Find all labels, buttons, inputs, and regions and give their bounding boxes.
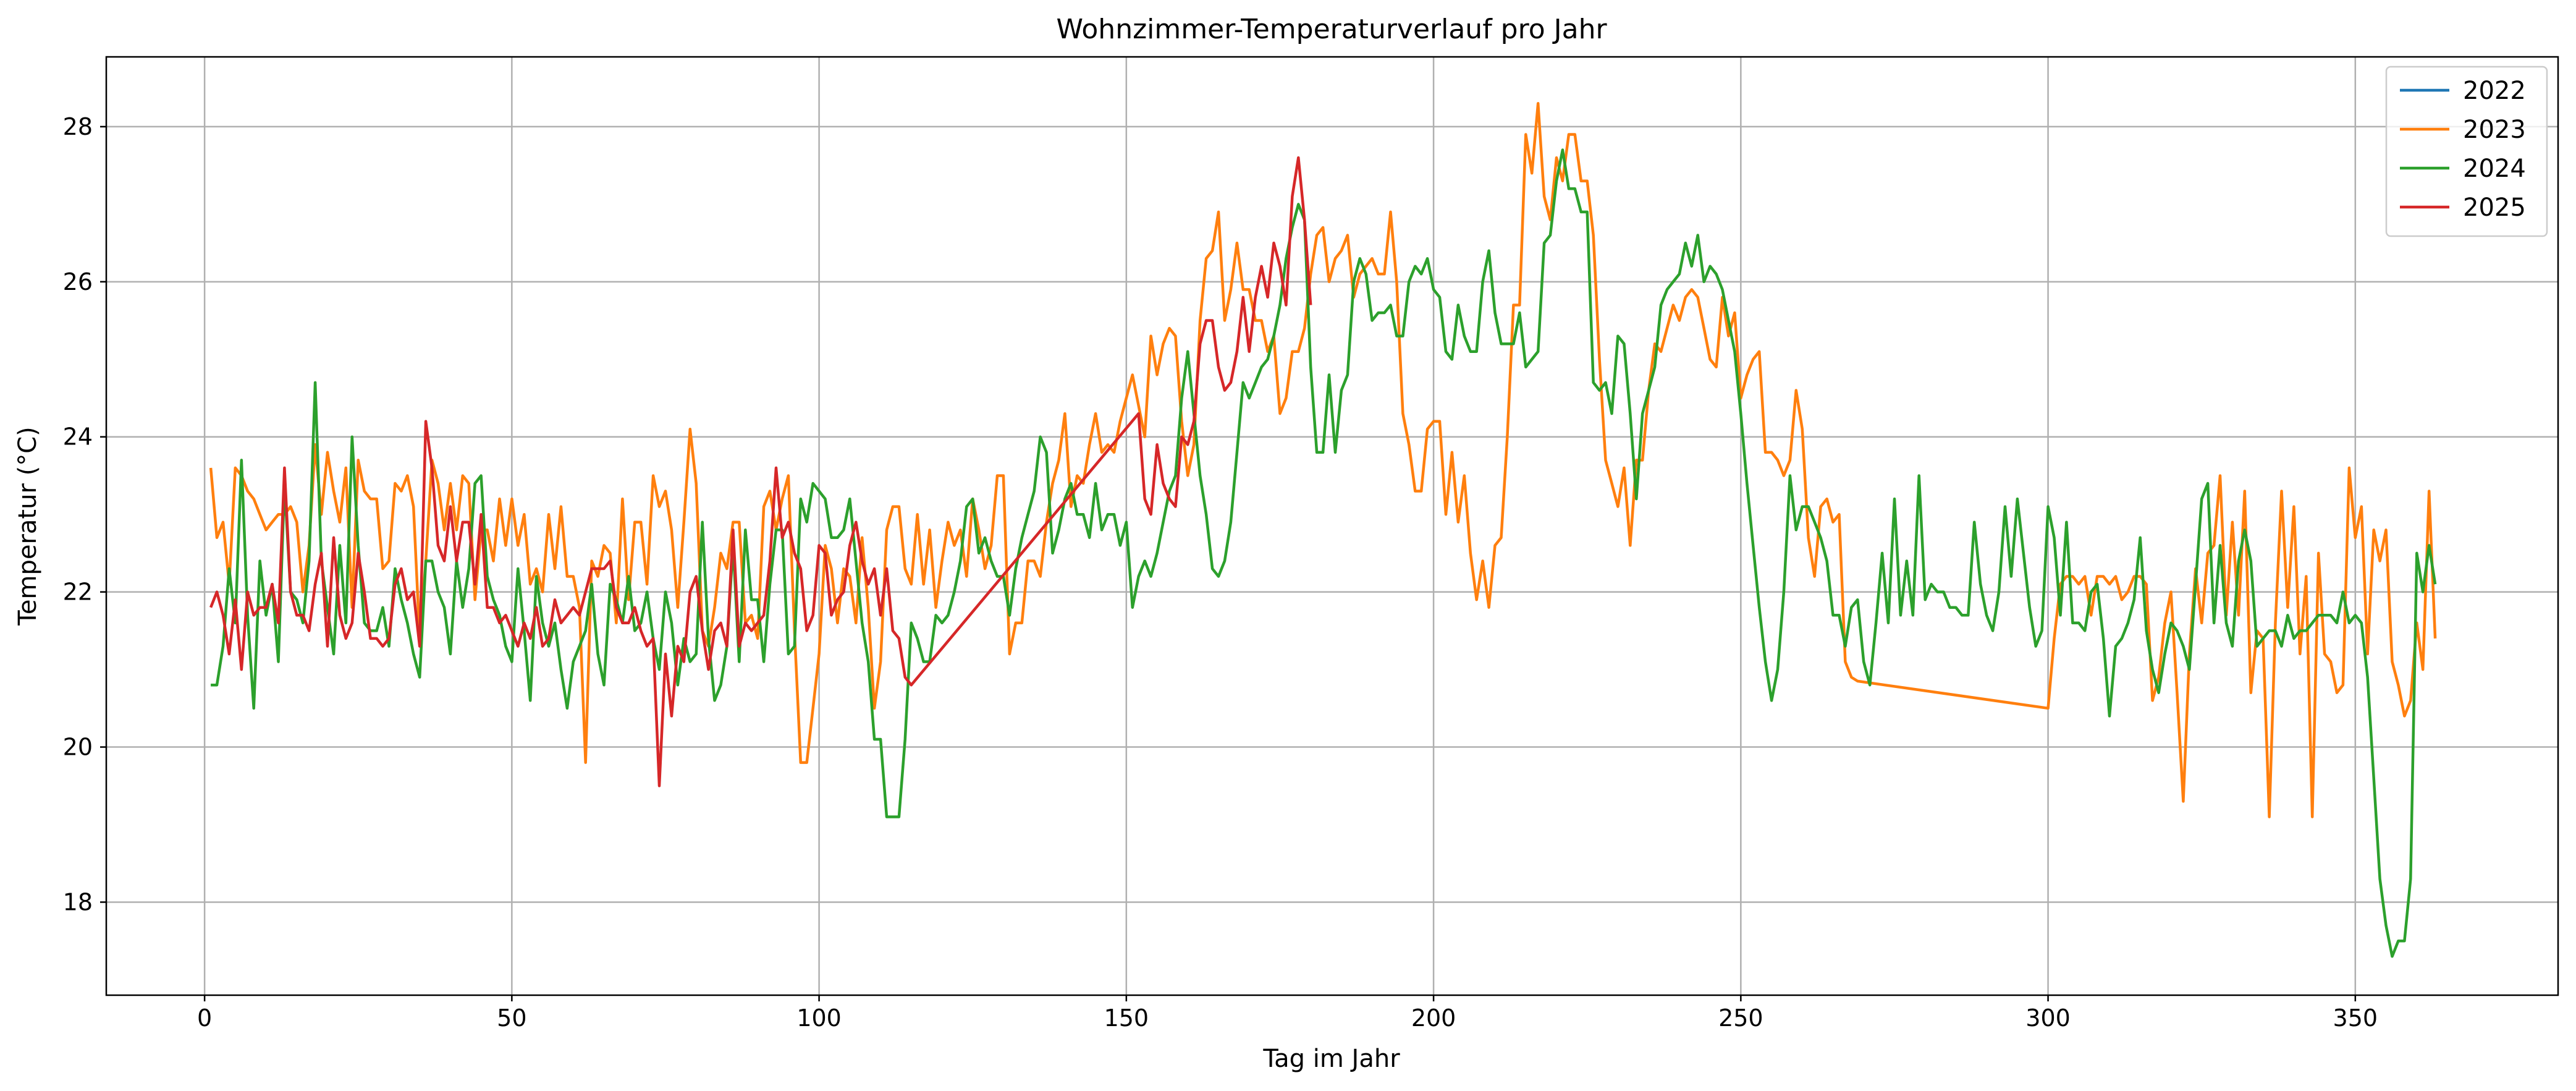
series-line-2023 [209,102,2437,818]
series-line-2024 [211,148,2437,958]
series-group [209,102,2437,958]
y-tick-label: 24 [63,423,93,451]
plot-frame [105,56,2559,996]
legend-label: 2022 [2463,77,2526,105]
x-tick-label: 150 [1104,1004,1149,1032]
y-axis-label: Temperatur (°C) [14,427,42,626]
x-tick-label: 350 [2333,1004,2378,1032]
y-tick-label: 28 [63,113,93,140]
legend-label: 2024 [2463,155,2526,183]
x-tick-label: 100 [796,1004,842,1032]
ticks: 0 50 100 150 200 250 300 350 18 20 22 24 26 28 [63,113,2378,1032]
legend-box [2385,66,2548,237]
y-tick-label: 22 [63,579,93,606]
x-tick-label: 0 [197,1004,212,1032]
legend-label: 2025 [2463,193,2526,222]
legend: 2022 2023 2024 2025 [2385,66,2548,237]
x-tick-label: 300 [2025,1004,2071,1032]
series-line-2025 [209,156,1312,787]
chart-title: Wohnzimmer-Temperaturverlauf pro Jahr [1056,14,1607,45]
y-tick-label: 18 [63,888,93,915]
x-tick-label: 250 [1718,1004,1763,1032]
grid [106,57,2558,995]
x-tick-label: 200 [1411,1004,1456,1032]
y-tick-label: 20 [63,734,93,761]
y-tick-label: 26 [63,268,93,295]
x-axis-label: Tag im Jahr [1262,1045,1400,1073]
legend-label: 2023 [2463,116,2526,144]
x-tick-label: 50 [497,1004,526,1032]
